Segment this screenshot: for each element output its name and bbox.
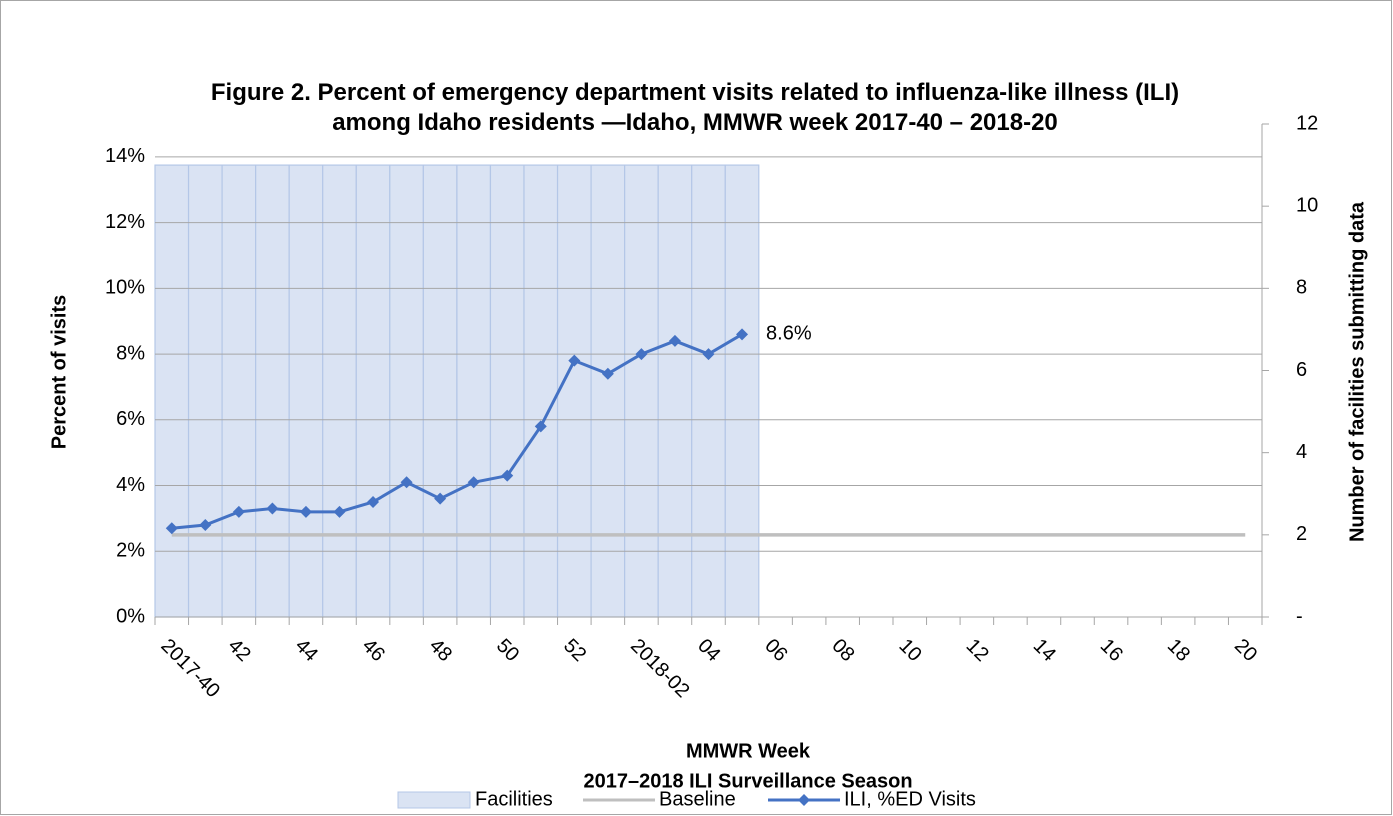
data-point: [199, 518, 212, 531]
data-point: [434, 492, 447, 505]
data-point: [400, 476, 413, 489]
y2-tick-label: -: [1296, 605, 1303, 627]
y-tick-label: 4%: [116, 474, 145, 496]
bar: [691, 164, 726, 618]
y-tick-label: 8%: [116, 342, 145, 364]
data-point: [635, 348, 648, 361]
x-axis-subtitle: 2017–2018 ILI Surveillance Season: [583, 770, 912, 792]
bar: [590, 164, 626, 618]
data-point: [232, 505, 245, 518]
legend-label: Baseline: [659, 788, 736, 810]
bar: [724, 164, 760, 618]
y-axis-title: Percent of visits: [48, 295, 70, 450]
chart-title: Figure 2. Percent of emergency departmen…: [210, 79, 1180, 136]
bar: [523, 164, 559, 618]
y2-tick-label: 4: [1296, 441, 1307, 463]
legend-label: Facilities: [475, 788, 553, 810]
bar: [422, 164, 458, 618]
data-point: [601, 367, 614, 380]
y-tick-label: 2%: [116, 540, 145, 562]
data-point: [266, 502, 279, 515]
legend-swatch: [397, 791, 471, 809]
bar: [456, 164, 492, 618]
data-point: [568, 354, 581, 367]
data-point: [668, 334, 681, 347]
y2-axis-title: Number of facilities submitting data: [1346, 201, 1368, 542]
y2-tick-label: 6: [1296, 359, 1307, 381]
bar: [657, 164, 693, 618]
data-point: [467, 476, 480, 489]
data-point: [333, 505, 346, 518]
bar: [255, 164, 290, 618]
x-axis-title: MMWR Week: [686, 740, 811, 762]
legend-item: ILI, %ED Visits: [768, 788, 976, 810]
y-tick-label: 10%: [105, 277, 145, 299]
y-tick-label: 0%: [116, 605, 145, 627]
data-label: 8.6%: [766, 323, 812, 345]
legend-item: Baseline: [583, 788, 736, 810]
y2-tick-label: 12: [1296, 112, 1318, 134]
y-tick-label: 6%: [116, 408, 145, 430]
bar: [355, 164, 391, 618]
data-point: [534, 420, 547, 433]
data-point: [299, 505, 312, 518]
data-point: [501, 469, 514, 482]
bar: [489, 164, 525, 618]
bar: [389, 164, 424, 618]
y-tick-label: 14%: [105, 145, 145, 167]
legend-item: Facilities: [397, 788, 553, 810]
data-point: [702, 348, 715, 361]
bar: [624, 164, 659, 618]
legend-label: ILI, %ED Visits: [844, 788, 976, 810]
y-tick-label: 12%: [105, 211, 145, 233]
bar: [288, 164, 324, 618]
data-point: [736, 328, 749, 341]
bar: [322, 164, 357, 618]
bar: [187, 164, 223, 618]
y2-tick-label: 2: [1296, 523, 1307, 545]
series-line: [171, 333, 743, 530]
data-point: [165, 522, 178, 535]
legend-marker: [798, 794, 810, 806]
data-point: [367, 495, 380, 508]
bar: [221, 164, 257, 618]
bar: [154, 164, 190, 618]
y2-tick-label: 8: [1296, 277, 1307, 299]
bar: [556, 164, 592, 618]
y2-tick-label: 10: [1296, 194, 1318, 216]
